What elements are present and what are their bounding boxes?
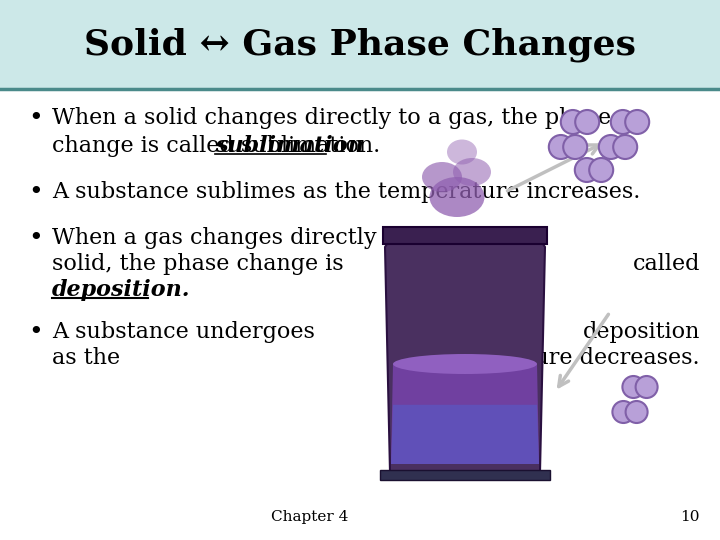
Circle shape xyxy=(622,376,644,398)
Polygon shape xyxy=(385,232,545,472)
FancyArrowPatch shape xyxy=(559,314,608,387)
Bar xyxy=(380,470,550,480)
Circle shape xyxy=(626,401,647,423)
Text: •: • xyxy=(28,181,42,204)
Text: •: • xyxy=(28,227,42,250)
Text: 10: 10 xyxy=(680,510,700,524)
Circle shape xyxy=(589,158,613,182)
Text: A substance sublimes as the temperature increases.: A substance sublimes as the temperature … xyxy=(52,181,640,203)
Text: Chapter 4: Chapter 4 xyxy=(271,510,348,524)
Circle shape xyxy=(563,135,588,159)
Text: called: called xyxy=(632,253,700,275)
Text: •: • xyxy=(28,107,42,130)
Text: •: • xyxy=(28,321,42,344)
Circle shape xyxy=(625,110,649,134)
Circle shape xyxy=(599,135,623,159)
Text: as the: as the xyxy=(52,347,120,369)
Circle shape xyxy=(613,135,637,159)
Text: solid, the phase change is: solid, the phase change is xyxy=(52,253,343,275)
Circle shape xyxy=(561,110,585,134)
Polygon shape xyxy=(383,227,547,244)
Ellipse shape xyxy=(447,139,477,165)
Ellipse shape xyxy=(430,177,485,217)
Text: deposition.: deposition. xyxy=(52,279,191,301)
Text: deposition: deposition xyxy=(582,321,700,343)
Text: change is called sublimation.: change is called sublimation. xyxy=(52,135,380,157)
Circle shape xyxy=(613,401,634,423)
Text: When a solid changes directly to a gas, the phase: When a solid changes directly to a gas, … xyxy=(52,107,611,129)
Circle shape xyxy=(611,110,635,134)
Circle shape xyxy=(636,376,657,398)
Bar xyxy=(0,0,720,89)
Text: A substance undergoes: A substance undergoes xyxy=(52,321,315,343)
Text: Solid ↔ Gas Phase Changes: Solid ↔ Gas Phase Changes xyxy=(84,28,636,62)
Text: sublimation: sublimation xyxy=(215,135,364,157)
Ellipse shape xyxy=(453,158,491,186)
Ellipse shape xyxy=(422,162,462,192)
Ellipse shape xyxy=(393,354,537,374)
Circle shape xyxy=(575,110,599,134)
Polygon shape xyxy=(391,405,539,464)
Text: temperature decreases.: temperature decreases. xyxy=(431,347,700,369)
Circle shape xyxy=(549,135,573,159)
Circle shape xyxy=(575,158,599,182)
Text: When a gas changes directly to a: When a gas changes directly to a xyxy=(52,227,427,249)
FancyArrowPatch shape xyxy=(508,145,599,191)
Polygon shape xyxy=(391,364,539,464)
